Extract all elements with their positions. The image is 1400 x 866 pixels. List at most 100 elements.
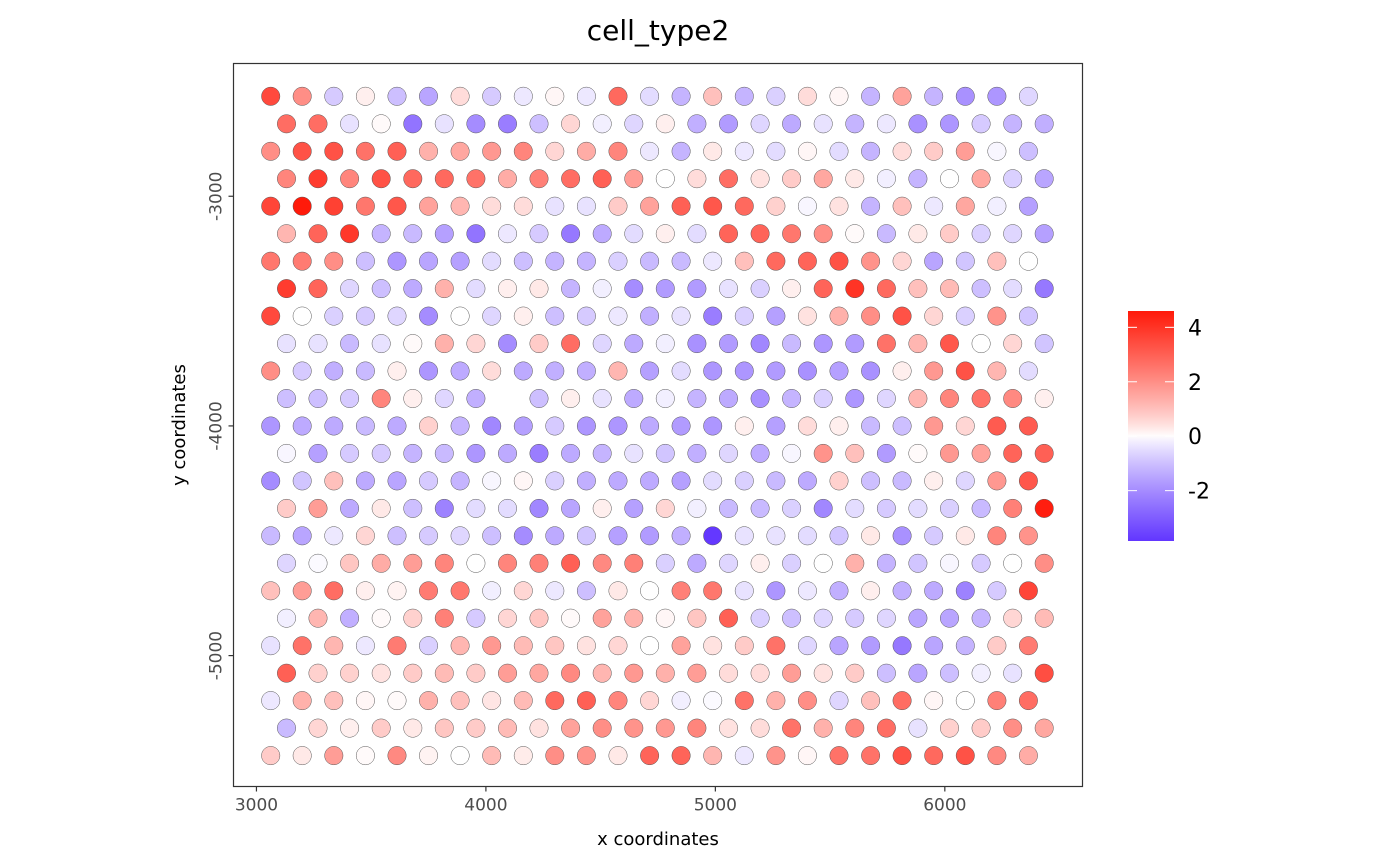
- spot-point: [687, 169, 707, 189]
- spot-point: [640, 251, 660, 271]
- spot-point: [734, 86, 754, 106]
- spot-point: [608, 361, 628, 381]
- spot-point: [576, 636, 596, 656]
- spot-point: [608, 416, 628, 436]
- spot-point: [1003, 553, 1023, 573]
- spot-point: [624, 334, 644, 354]
- spot-point: [719, 498, 738, 518]
- spot-point: [403, 443, 423, 463]
- spot-point: [766, 526, 786, 546]
- spot-point: [624, 169, 644, 189]
- spot-point: [529, 498, 549, 518]
- spot-point: [576, 691, 596, 711]
- spot-point: [797, 636, 817, 656]
- spot-point: [766, 196, 786, 216]
- spot-point: [734, 636, 754, 656]
- spot-point: [261, 86, 281, 106]
- spot-point: [261, 361, 281, 381]
- spot-point: [640, 581, 660, 601]
- spot-point: [482, 471, 502, 491]
- spot-point: [482, 306, 502, 326]
- spot-point: [924, 251, 944, 271]
- spot-point: [908, 389, 928, 408]
- spot-point: [355, 196, 375, 216]
- spot-point: [782, 389, 802, 408]
- spot-point: [466, 389, 486, 408]
- spot-point: [829, 526, 849, 546]
- spot-point: [308, 389, 328, 408]
- spot-point: [924, 746, 944, 766]
- spot-point: [498, 553, 517, 573]
- spot-point: [450, 416, 470, 436]
- spot-point: [734, 251, 754, 271]
- spot-point: [324, 251, 344, 271]
- spot-point: [608, 141, 628, 161]
- spot-point: [1018, 196, 1038, 216]
- spot-point: [450, 581, 470, 601]
- spot-point: [419, 526, 438, 546]
- spot-point: [797, 141, 817, 161]
- spot-point: [292, 526, 312, 546]
- spot-point: [655, 279, 675, 299]
- spot-point: [466, 718, 486, 738]
- spot-point: [261, 636, 281, 656]
- spot-point: [971, 498, 991, 518]
- spot-point: [308, 608, 328, 628]
- spot-point: [797, 691, 817, 711]
- spot-point: [876, 169, 896, 189]
- spot-point: [829, 581, 849, 601]
- spot-point: [576, 746, 596, 766]
- spot-point: [703, 636, 723, 656]
- spot-point: [545, 526, 565, 546]
- spot-point: [940, 224, 959, 244]
- spot-point: [419, 636, 438, 656]
- spot-point: [482, 746, 502, 766]
- spot-point: [955, 581, 975, 601]
- spot-point: [640, 526, 660, 546]
- spot-point: [292, 196, 312, 216]
- spot-point: [813, 553, 833, 573]
- y-tick-label: -4000: [207, 401, 227, 450]
- spot-point: [782, 114, 802, 134]
- spot-point: [971, 389, 991, 408]
- spot-point: [1034, 389, 1054, 408]
- spot-point: [545, 636, 565, 656]
- spot-point: [592, 389, 612, 408]
- spot-point: [734, 471, 754, 491]
- spot-point: [734, 306, 754, 326]
- spot-point: [498, 334, 517, 354]
- spot-point: [450, 471, 470, 491]
- spot-point: [624, 608, 644, 628]
- spot-point: [655, 663, 675, 683]
- spot-point: [277, 663, 296, 683]
- spot-point: [403, 279, 423, 299]
- colorbar-tick-label: 4: [1188, 316, 1202, 341]
- spot-point: [292, 416, 312, 436]
- spot-point: [529, 389, 549, 408]
- spot-point: [655, 334, 675, 354]
- spot-point: [324, 306, 344, 326]
- spot-point: [576, 361, 596, 381]
- spot-point: [261, 196, 281, 216]
- spot-point: [861, 361, 881, 381]
- spot-point: [782, 334, 802, 354]
- spot-point: [608, 251, 628, 271]
- spot-point: [655, 553, 675, 573]
- spot-point: [355, 361, 375, 381]
- spot-point: [434, 389, 454, 408]
- spot-point: [782, 169, 802, 189]
- spot-point: [892, 361, 912, 381]
- spot-point: [955, 526, 975, 546]
- spot-point: [813, 389, 833, 408]
- spot-point: [545, 691, 565, 711]
- spot-point: [813, 718, 833, 738]
- spot-point: [1034, 169, 1054, 189]
- spot-point: [434, 718, 454, 738]
- spot-point: [513, 196, 533, 216]
- spot-point: [671, 306, 691, 326]
- spot-point: [876, 279, 896, 299]
- spot-point: [1018, 526, 1038, 546]
- spot-point: [545, 86, 565, 106]
- spot-point: [387, 251, 407, 271]
